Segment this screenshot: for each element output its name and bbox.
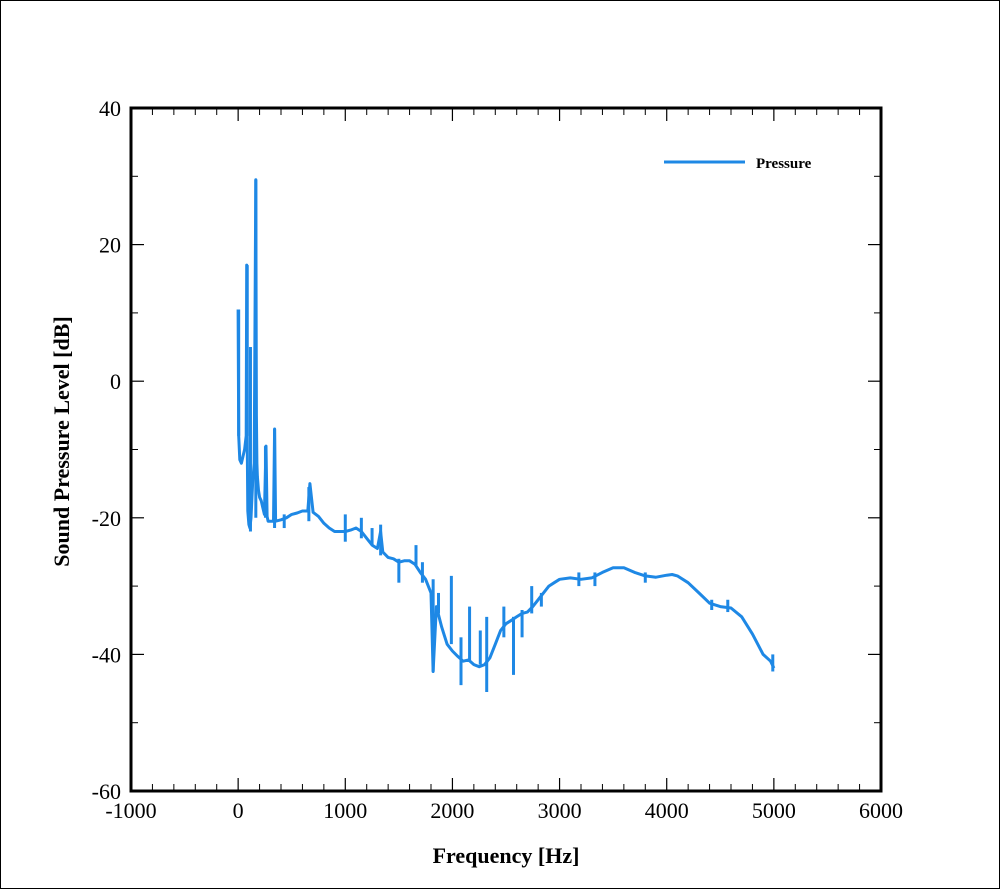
series-line-pressure [236,178,776,673]
y-tick-label: -60 [92,779,121,804]
x-tick-label: 4000 [645,798,689,823]
y-tick-label: 40 [99,96,121,121]
legend-label-pressure: Pressure [756,156,812,172]
y-tick-label: 0 [110,369,121,394]
x-tick-label: 3000 [538,798,582,823]
x-tick-label: 6000 [859,798,903,823]
legend: Pressure [664,156,812,172]
y-tick-label: -20 [92,506,121,531]
x-tick-label: 0 [233,798,244,823]
x-tick-label: 1000 [323,798,367,823]
x-axis-title: Frequency [Hz] [433,843,580,868]
plot-area-border [129,106,883,793]
tick-labels-layer: -1000 0 1000 2000 3000 4000 5000 6000 -60 -40 -20 0… [92,96,903,823]
y-tick-label: -40 [92,642,121,667]
spikes-layer [237,179,775,692]
y-axis-title: Sound Pressure Level [dB] [49,316,74,566]
x-tick-label: 5000 [752,798,796,823]
series-layer [236,178,776,673]
y-tick-label: 20 [99,233,121,258]
x-tick-label: 2000 [430,798,474,823]
x-tick-label: -1000 [105,798,156,823]
